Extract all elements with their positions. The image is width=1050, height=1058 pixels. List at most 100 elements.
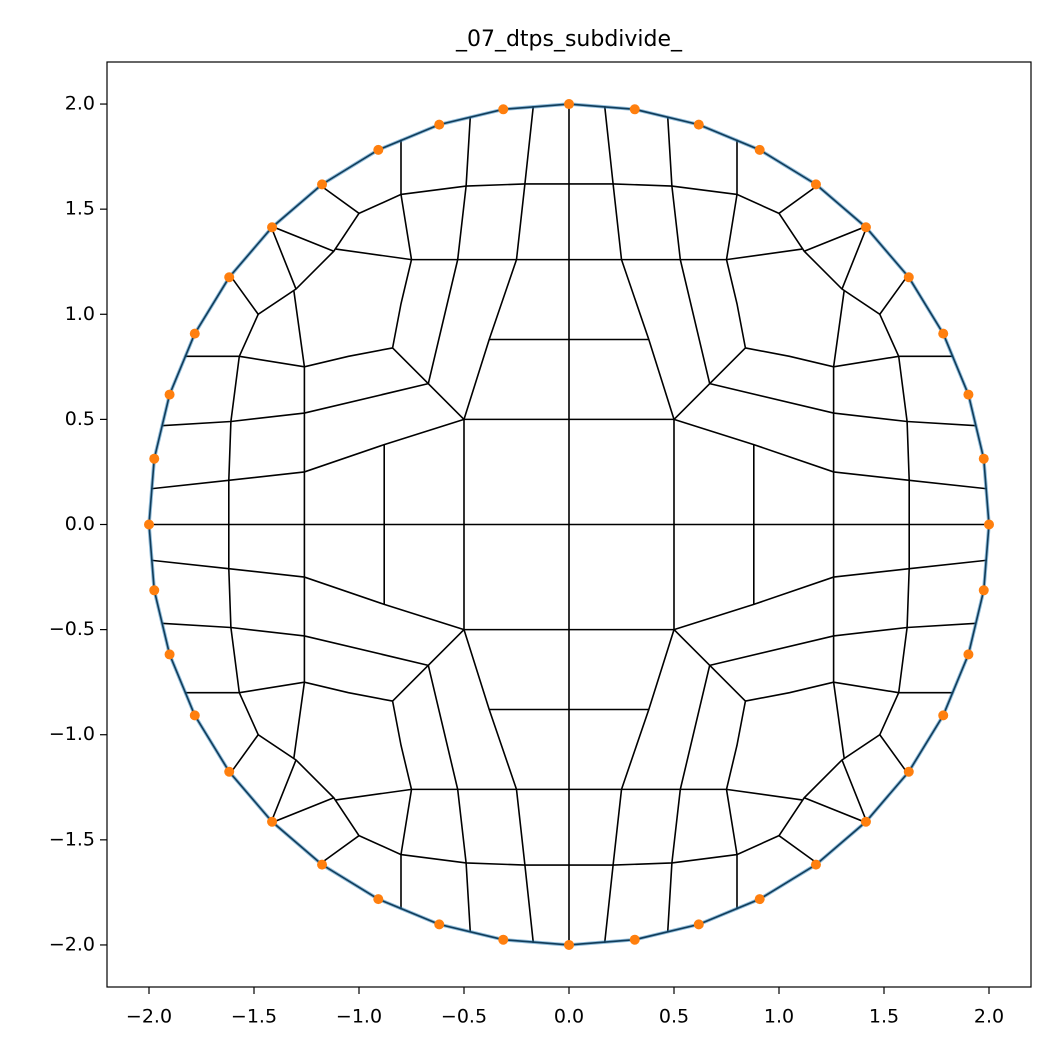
- point: [693, 119, 704, 130]
- point: [629, 104, 640, 115]
- point: [903, 272, 914, 283]
- y-tick-label: −1.5: [49, 828, 95, 850]
- y-tick-label: 0.5: [65, 408, 95, 430]
- mesh-edge: [673, 629, 746, 702]
- mesh-edge: [777, 185, 908, 316]
- mesh-edge: [879, 313, 911, 736]
- point: [498, 934, 509, 945]
- point: [938, 328, 949, 339]
- point: [810, 179, 821, 190]
- point: [149, 585, 160, 596]
- point: [498, 104, 509, 115]
- point: [434, 119, 445, 130]
- point: [164, 649, 175, 660]
- point: [267, 222, 278, 233]
- point: [984, 519, 994, 530]
- mesh-edge: [673, 347, 746, 420]
- point: [434, 919, 445, 930]
- point: [754, 894, 765, 905]
- mesh-edge: [161, 622, 429, 667]
- point: [963, 649, 974, 660]
- mesh-edge: [427, 116, 472, 384]
- point: [903, 766, 914, 777]
- mesh-edge: [603, 106, 675, 420]
- point: [963, 389, 974, 400]
- y-tick-label: 2.0: [65, 93, 95, 115]
- mesh-edge: [335, 248, 803, 261]
- y-tick-label: −0.5: [49, 618, 95, 640]
- mesh-edge: [228, 313, 259, 736]
- mesh-edge: [392, 347, 465, 420]
- mesh-edge: [745, 347, 954, 368]
- point: [317, 859, 328, 870]
- mesh-edge: [230, 733, 361, 864]
- mesh-edge: [269, 759, 335, 825]
- point: [978, 453, 989, 464]
- chart-title: _07_dtps_subdivide_: [455, 27, 683, 52]
- y-tick-label: −1.0: [49, 723, 95, 745]
- mesh-edge: [230, 185, 361, 316]
- x-tick-label: 1.5: [869, 1006, 899, 1028]
- x-tick-label: 0.0: [554, 1006, 584, 1028]
- point: [224, 272, 235, 283]
- mesh-edge: [832, 291, 845, 758]
- mesh-edge: [673, 559, 987, 631]
- mesh-edge: [358, 834, 780, 866]
- x-tick-label: −0.5: [441, 1006, 487, 1028]
- mesh-edge: [391, 700, 413, 910]
- mesh-edge: [151, 559, 465, 631]
- mesh-edge: [427, 665, 472, 933]
- point: [564, 99, 574, 110]
- point: [149, 453, 160, 464]
- point: [629, 934, 640, 945]
- mesh-edge: [391, 139, 413, 349]
- x-tick-label: 0.5: [659, 1006, 689, 1028]
- point: [224, 766, 235, 777]
- point: [164, 389, 175, 400]
- point: [810, 859, 821, 870]
- mesh-edge: [709, 382, 977, 427]
- y-tick-label: 1.0: [65, 303, 95, 325]
- mesh-edge: [463, 629, 535, 943]
- point: [978, 585, 989, 596]
- mesh-edge: [358, 183, 780, 215]
- mesh-edge: [293, 291, 306, 758]
- point: [267, 816, 278, 827]
- mesh-edge: [803, 759, 869, 825]
- y-tick-label: 1.5: [65, 198, 95, 220]
- mesh-edge: [269, 224, 335, 290]
- point: [189, 328, 200, 339]
- point: [693, 919, 704, 930]
- point: [373, 894, 384, 905]
- mesh-edge: [777, 733, 908, 864]
- mesh-edge: [184, 681, 393, 702]
- plot-area: [144, 99, 994, 950]
- point: [144, 519, 154, 530]
- x-tick-label: 2.0: [974, 1006, 1004, 1028]
- point: [564, 939, 574, 950]
- mesh-edge: [673, 418, 987, 490]
- y-tick-label: 0.0: [65, 513, 95, 535]
- mesh-edge: [725, 139, 747, 349]
- x-tick-label: −1.0: [336, 1006, 382, 1028]
- mesh-edge: [151, 418, 465, 490]
- x-tick-label: −2.0: [126, 1006, 172, 1028]
- point: [860, 222, 871, 233]
- y-tick-label: −2.0: [49, 933, 95, 955]
- point: [860, 816, 871, 827]
- point: [938, 710, 949, 721]
- mesh-edge: [709, 622, 977, 667]
- mesh-edge: [725, 700, 747, 910]
- mesh-edge: [745, 681, 954, 702]
- mesh-edge: [335, 788, 803, 801]
- mesh-edge: [463, 106, 535, 420]
- mesh-edge: [666, 116, 711, 384]
- mesh-edge: [666, 665, 711, 933]
- point: [754, 144, 765, 155]
- x-tick-label: 1.0: [764, 1006, 794, 1028]
- point: [189, 710, 200, 721]
- mesh-edge: [184, 347, 393, 368]
- mesh-edge: [603, 629, 675, 943]
